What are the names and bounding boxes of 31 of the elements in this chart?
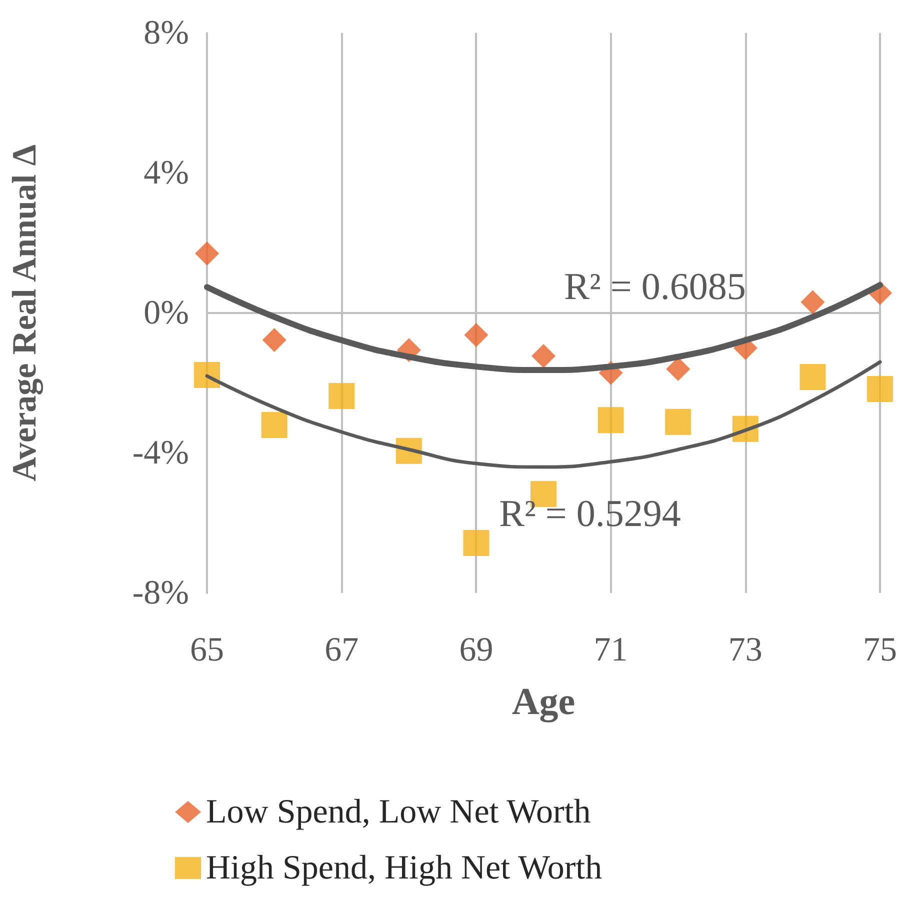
y-tick-label: 4% (144, 154, 189, 192)
x-tick-label: 67 (324, 632, 359, 668)
x-axis-title: Age (512, 681, 576, 723)
point (328, 382, 355, 409)
point (665, 408, 692, 435)
point (666, 357, 690, 381)
legend-label: High Spend, High Net Worth (206, 850, 602, 886)
point (194, 362, 220, 388)
y-tick-label: 0% (144, 294, 189, 332)
y-tick-label: -8% (132, 574, 189, 612)
point (464, 323, 488, 348)
point (598, 407, 624, 434)
x-tick-label: 75 (863, 632, 897, 668)
point (800, 290, 825, 314)
x-tick-label: 65 (190, 632, 224, 668)
point (532, 344, 556, 368)
y-tick-label: -4% (132, 434, 189, 472)
annotation: R² = 0.5294 (499, 493, 681, 535)
legend-label: Low Spend, Low Net Worth (206, 794, 591, 830)
y-axis-title: Average Real Annual Δ (6, 144, 44, 482)
point (261, 412, 288, 438)
annotation: R² = 0.6085 (564, 266, 746, 308)
x-tick-label: 69 (459, 632, 494, 668)
x-tick-label: 71 (594, 632, 628, 668)
x-tick-label: 73 (728, 632, 762, 668)
y-tick-label: 8% (144, 14, 189, 52)
point (800, 364, 826, 390)
point (195, 242, 219, 266)
point (867, 376, 893, 402)
point (262, 328, 286, 352)
point (463, 530, 490, 556)
